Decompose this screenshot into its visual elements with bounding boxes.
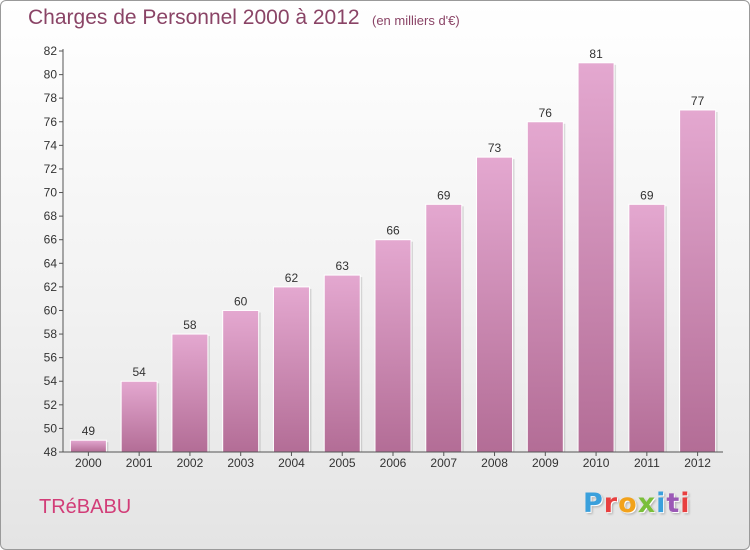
bar-2008 [476, 156, 514, 453]
x-tick-label-2000: 2000 [75, 456, 102, 470]
x-tick-label-2003: 2003 [227, 456, 254, 470]
data-label-2005: 63 [336, 259, 350, 273]
y-tick-label: 70 [44, 186, 58, 200]
data-label-2010: 81 [589, 47, 603, 61]
bar-2005 [323, 274, 361, 453]
data-label-2009: 76 [539, 106, 553, 120]
data-label-2006: 66 [386, 224, 400, 238]
y-tick-label: 76 [44, 115, 58, 129]
y-tick-label: 66 [44, 233, 58, 247]
y-tick-label: 74 [44, 138, 58, 152]
data-label-2003: 60 [234, 294, 248, 308]
y-tick-label: 52 [44, 398, 58, 412]
bar-2010 [577, 62, 615, 453]
chart-subtitle: (en milliers d'€) [372, 13, 460, 28]
y-tick-label: 78 [44, 91, 58, 105]
logo-letter: t [666, 488, 681, 519]
y-tick-label: 54 [44, 374, 58, 388]
proxiti-logo[interactable]: Proxiti [583, 488, 691, 519]
x-tick-label-2010: 2010 [583, 456, 610, 470]
data-label-2011: 69 [640, 188, 654, 202]
x-tick-label-2006: 2006 [380, 456, 407, 470]
x-tick-label-2007: 2007 [430, 456, 457, 470]
data-label-2000: 49 [82, 424, 96, 438]
bar-2003 [222, 309, 260, 453]
bar-2006 [374, 239, 412, 453]
data-label-2008: 73 [488, 141, 502, 155]
bar-2002 [171, 333, 209, 453]
x-tick-label-2011: 2011 [634, 456, 660, 470]
y-tick-label: 58 [44, 327, 58, 341]
logo-letter: i [656, 488, 667, 519]
data-label-2012: 77 [691, 94, 705, 108]
x-tick-label-2002: 2002 [177, 456, 204, 470]
y-tick-label: 72 [44, 162, 58, 176]
y-axis: 48 50 52 54 56 58 60 62 64 66 68 70 72 74 76 78 80 82 [44, 44, 64, 459]
logo-letter: o [618, 488, 638, 519]
y-tick-label: 82 [44, 44, 58, 58]
logo-letter: P [583, 488, 604, 519]
x-tick-label-2009: 2009 [532, 456, 559, 470]
y-tick-label: 80 [44, 68, 58, 82]
logo-letter: r [603, 488, 619, 519]
y-tick-label: 60 [44, 303, 58, 317]
bar-2000 [69, 439, 107, 453]
bar-2009 [526, 121, 564, 453]
data-label-2004: 62 [285, 271, 299, 285]
x-tick-label-2001: 2001 [126, 456, 153, 470]
bar-2004 [272, 286, 310, 453]
x-axis: 2000 2001 2002 2003 2004 2005 2006 2007 2008 2009… [63, 451, 723, 470]
y-tick-label: 56 [44, 351, 58, 365]
chart-title: Charges de Personnel 2000 à 2012 [28, 6, 360, 29]
bar-2011 [628, 203, 666, 453]
x-tick-label-2004: 2004 [278, 456, 305, 470]
data-label-2001: 54 [132, 365, 146, 379]
y-tick-label: 64 [44, 256, 58, 270]
bars: 49 54 58 60 62 63 66 69 73 76 81 69 77 [69, 47, 718, 453]
x-tick-label-2008: 2008 [481, 456, 508, 470]
y-tick-label: 62 [44, 280, 58, 294]
bar-2012 [679, 109, 717, 453]
data-label-2007: 69 [437, 188, 451, 202]
y-tick-label: 50 [44, 421, 58, 435]
x-tick-label-2005: 2005 [329, 456, 356, 470]
data-label-2002: 58 [183, 318, 197, 332]
bar-2001 [120, 380, 158, 453]
y-tick-label: 68 [44, 209, 58, 223]
logo-letter: i [680, 488, 691, 519]
logo-letter: x [637, 488, 657, 519]
x-tick-label-2012: 2012 [684, 456, 711, 470]
bar-2007 [425, 203, 463, 453]
y-tick-label: 48 [44, 445, 58, 459]
commune-name: TRéBABU [39, 496, 132, 518]
